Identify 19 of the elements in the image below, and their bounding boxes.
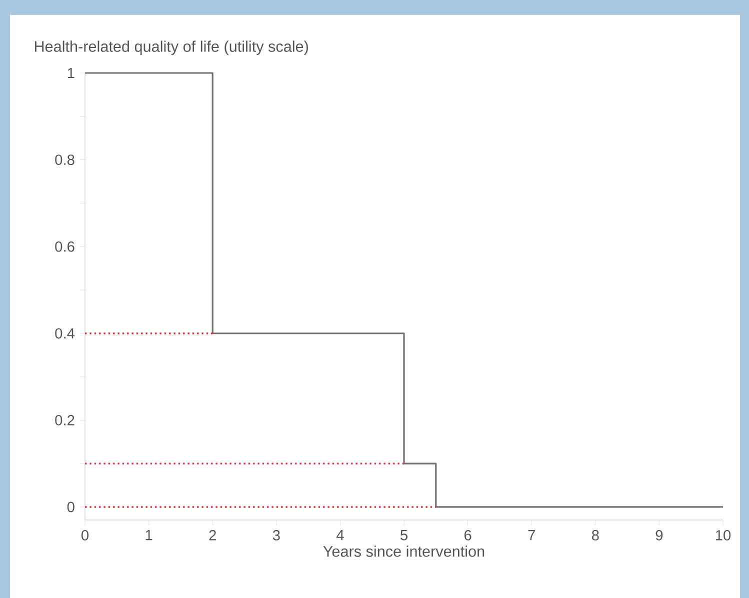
y-tick-label: 0.8 [55,154,74,165]
x-tick-label: 3 [272,530,280,540]
x-tick-label: 10 [716,530,731,540]
x-tick-label: 4 [336,530,344,540]
y-axis-title: Health-related quality of life (utility scale) [34,40,308,55]
x-tick-label: 7 [528,530,535,540]
x-tick-label: 0 [81,530,88,540]
x-tick-label: 6 [464,530,472,540]
x-tick-label: 9 [656,530,663,540]
y-tick-label: 0.4 [55,328,75,339]
x-axis-title: Years since intervention [323,546,484,557]
x-tick-label: 2 [209,530,216,540]
y-tick-label: 0.2 [55,414,74,426]
x-tick-label: 1 [146,530,152,540]
x-tick-label: 5 [400,530,408,540]
x-tick-label: 8 [592,530,599,540]
y-tick-label: 1 [68,68,74,78]
y-tick-label: 0.6 [55,241,74,252]
y-tick-label: 0 [67,502,74,512]
